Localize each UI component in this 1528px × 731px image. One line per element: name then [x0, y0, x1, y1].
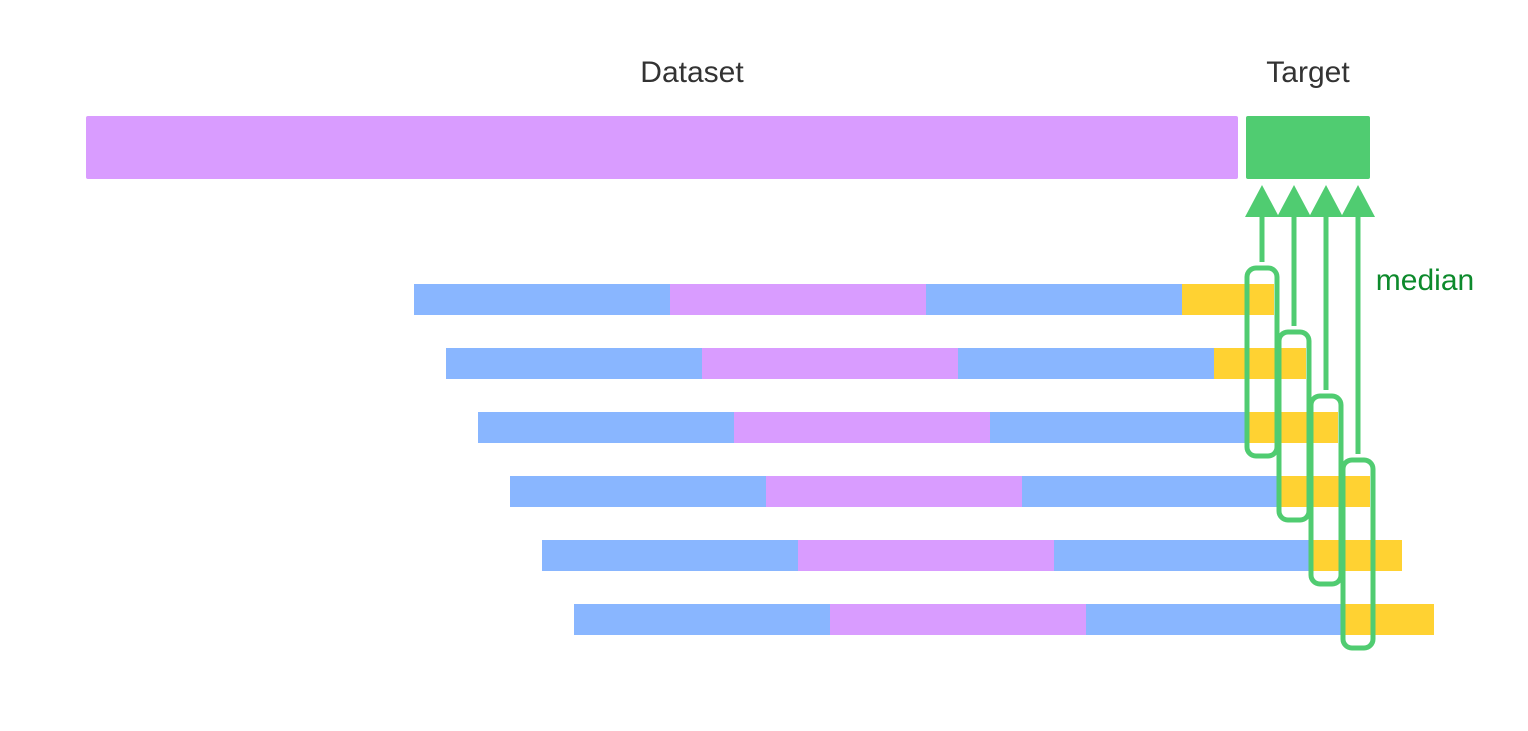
- median-arrow-head: [1245, 185, 1279, 217]
- window-4: [510, 476, 1370, 507]
- context-purple-segment: [670, 284, 926, 315]
- window-2: [446, 348, 1306, 379]
- highlight-layer: [1244, 265, 1376, 651]
- history-blue-segment: [478, 412, 734, 443]
- recent-blue-segment: [926, 284, 1182, 315]
- history-blue-segment: [542, 540, 798, 571]
- context-purple-segment: [734, 412, 990, 443]
- dataset-label: Dataset: [640, 56, 744, 89]
- median-arrow-head: [1309, 185, 1343, 217]
- recent-blue-segment: [1022, 476, 1278, 507]
- target-label: Target: [1266, 56, 1350, 89]
- median-window-highlight: [1340, 457, 1376, 651]
- context-purple-segment: [766, 476, 1022, 507]
- forecast-yellow-segment: [1214, 348, 1306, 379]
- history-blue-segment: [574, 604, 830, 635]
- history-blue-segment: [446, 348, 702, 379]
- median-arrow-head: [1341, 185, 1375, 217]
- forecast-yellow-segment: [1182, 284, 1274, 315]
- context-purple-segment: [702, 348, 958, 379]
- recent-blue-segment: [958, 348, 1214, 379]
- windows-layer: [414, 284, 1434, 635]
- history-blue-segment: [414, 284, 670, 315]
- history-blue-segment: [510, 476, 766, 507]
- forecast-yellow-segment: [1278, 476, 1370, 507]
- forecast-yellow-segment: [1342, 604, 1434, 635]
- forecast-yellow-segment: [1246, 412, 1338, 443]
- recent-blue-segment: [1086, 604, 1342, 635]
- recent-blue-segment: [1054, 540, 1310, 571]
- window-5: [542, 540, 1402, 571]
- median-arrow-head: [1277, 185, 1311, 217]
- context-purple-segment: [830, 604, 1086, 635]
- forecast-yellow-segment: [1310, 540, 1402, 571]
- window-3: [478, 412, 1338, 443]
- context-purple-segment: [798, 540, 1054, 571]
- window-6: [574, 604, 1434, 635]
- recent-blue-segment: [990, 412, 1246, 443]
- dataset-bar: [86, 116, 1238, 179]
- window-1: [414, 284, 1274, 315]
- target-bar: [1246, 116, 1370, 179]
- median-label: median: [1375, 264, 1475, 297]
- median-arrows: [1245, 185, 1375, 454]
